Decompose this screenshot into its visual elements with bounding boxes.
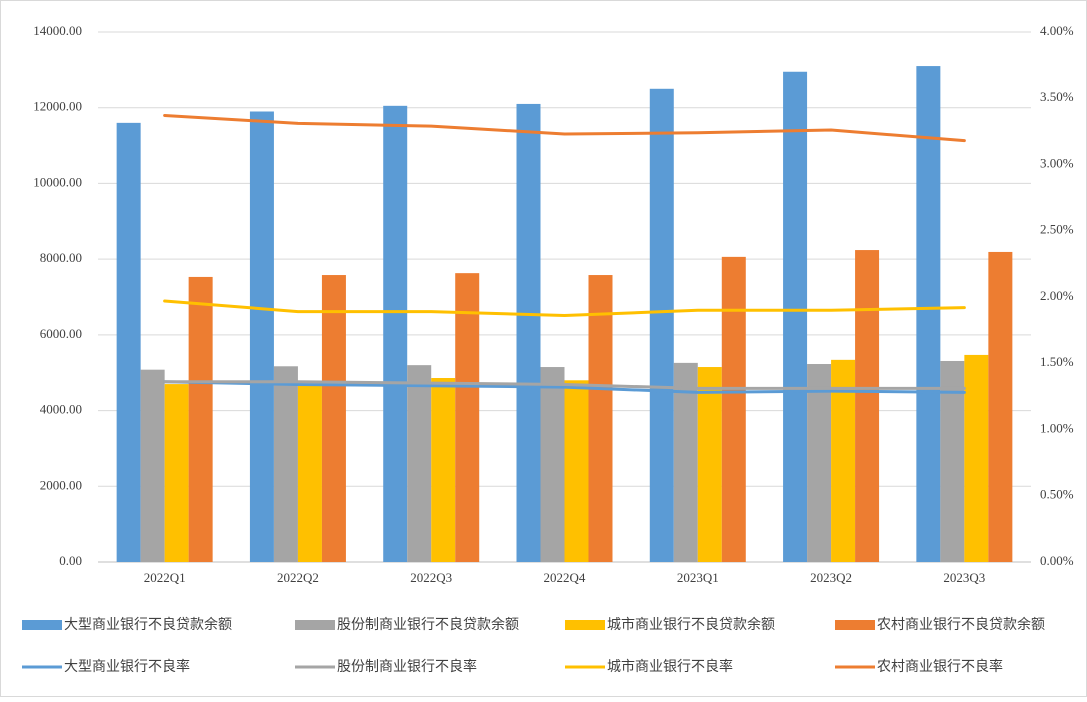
line [163, 380, 966, 390]
bar [116, 122, 141, 562]
bar [588, 275, 613, 562]
legend-label: 农村商业银行不良贷款余额 [877, 616, 1045, 633]
legend: 大型商业银行不良贷款余额 股份制商业银行不良贷款余额 城市商业银行不良贷款余额 农村商… [22, 616, 1045, 675]
legend-label: 大型商业银行不良率 [64, 658, 190, 675]
x-tick-label: 2023Q2 [810, 570, 852, 585]
y-tick-label: 4000.00 [40, 402, 82, 417]
x-tick-label: 2022Q4 [544, 570, 586, 585]
y2-tick-label: 4.00% [1040, 23, 1074, 38]
bar [831, 359, 856, 562]
bar [940, 360, 965, 562]
bar [516, 103, 541, 562]
x-tick-label: 2023Q1 [677, 570, 719, 585]
legend-label: 股份制商业银行不良率 [337, 658, 477, 675]
bar [564, 380, 589, 562]
y2-tick-label: 3.50% [1040, 89, 1074, 104]
y-tick-label: 2000.00 [40, 477, 82, 492]
bar [988, 251, 1013, 562]
bar [431, 378, 456, 562]
bar [383, 105, 408, 563]
bar [273, 366, 298, 562]
x-tick-label: 2022Q2 [277, 570, 319, 585]
bar [916, 66, 941, 563]
line [163, 113, 966, 143]
line [163, 380, 966, 394]
bar [249, 111, 274, 562]
y-tick-label: 8000.00 [40, 250, 82, 265]
y-tick-label: 6000.00 [40, 326, 82, 341]
legend-label: 农村商业银行不良率 [877, 658, 1003, 675]
legend-label: 大型商业银行不良贷款余额 [64, 616, 232, 633]
x-tick-label: 2022Q1 [144, 570, 186, 585]
y2-tick-label: 1.50% [1040, 354, 1074, 369]
y2-tick-label: 0.00% [1040, 553, 1074, 568]
bar [297, 384, 322, 562]
y2-tick-label: 2.00% [1040, 288, 1074, 303]
y-tick-label: 10000.00 [33, 174, 82, 189]
bar [455, 273, 480, 562]
y2-tick-label: 2.50% [1040, 222, 1074, 237]
bar [783, 71, 808, 562]
y2-tick-label: 3.00% [1040, 155, 1074, 170]
bar [964, 354, 989, 562]
x-tick-label: 2023Q3 [943, 570, 985, 585]
bar [164, 384, 189, 562]
bar [540, 367, 565, 562]
y-tick-label: 0.00 [59, 553, 82, 568]
legend-swatch [835, 620, 875, 630]
line [163, 299, 966, 318]
x-tick-label: 2022Q3 [410, 570, 452, 585]
y-tick-label: 12000.00 [33, 99, 82, 114]
legend-swatch [22, 620, 62, 630]
legend-label: 城市商业银行不良率 [607, 658, 733, 675]
bar [140, 369, 165, 562]
bar [649, 88, 674, 563]
y2-tick-label: 1.00% [1040, 420, 1074, 435]
bar [855, 250, 880, 563]
bar [807, 364, 832, 562]
legend-swatch [295, 620, 335, 630]
bar [673, 362, 698, 562]
legend-label: 城市商业银行不良贷款余额 [607, 616, 775, 633]
bar [321, 275, 346, 562]
bar [188, 276, 213, 562]
bar [697, 367, 722, 562]
bar [721, 256, 746, 562]
legend-swatch [565, 620, 605, 630]
y2-tick-label: 0.50% [1040, 487, 1074, 502]
legend-label: 股份制商业银行不良贷款余额 [337, 616, 519, 633]
y-tick-label: 14000.00 [33, 23, 82, 38]
bar [407, 365, 432, 562]
